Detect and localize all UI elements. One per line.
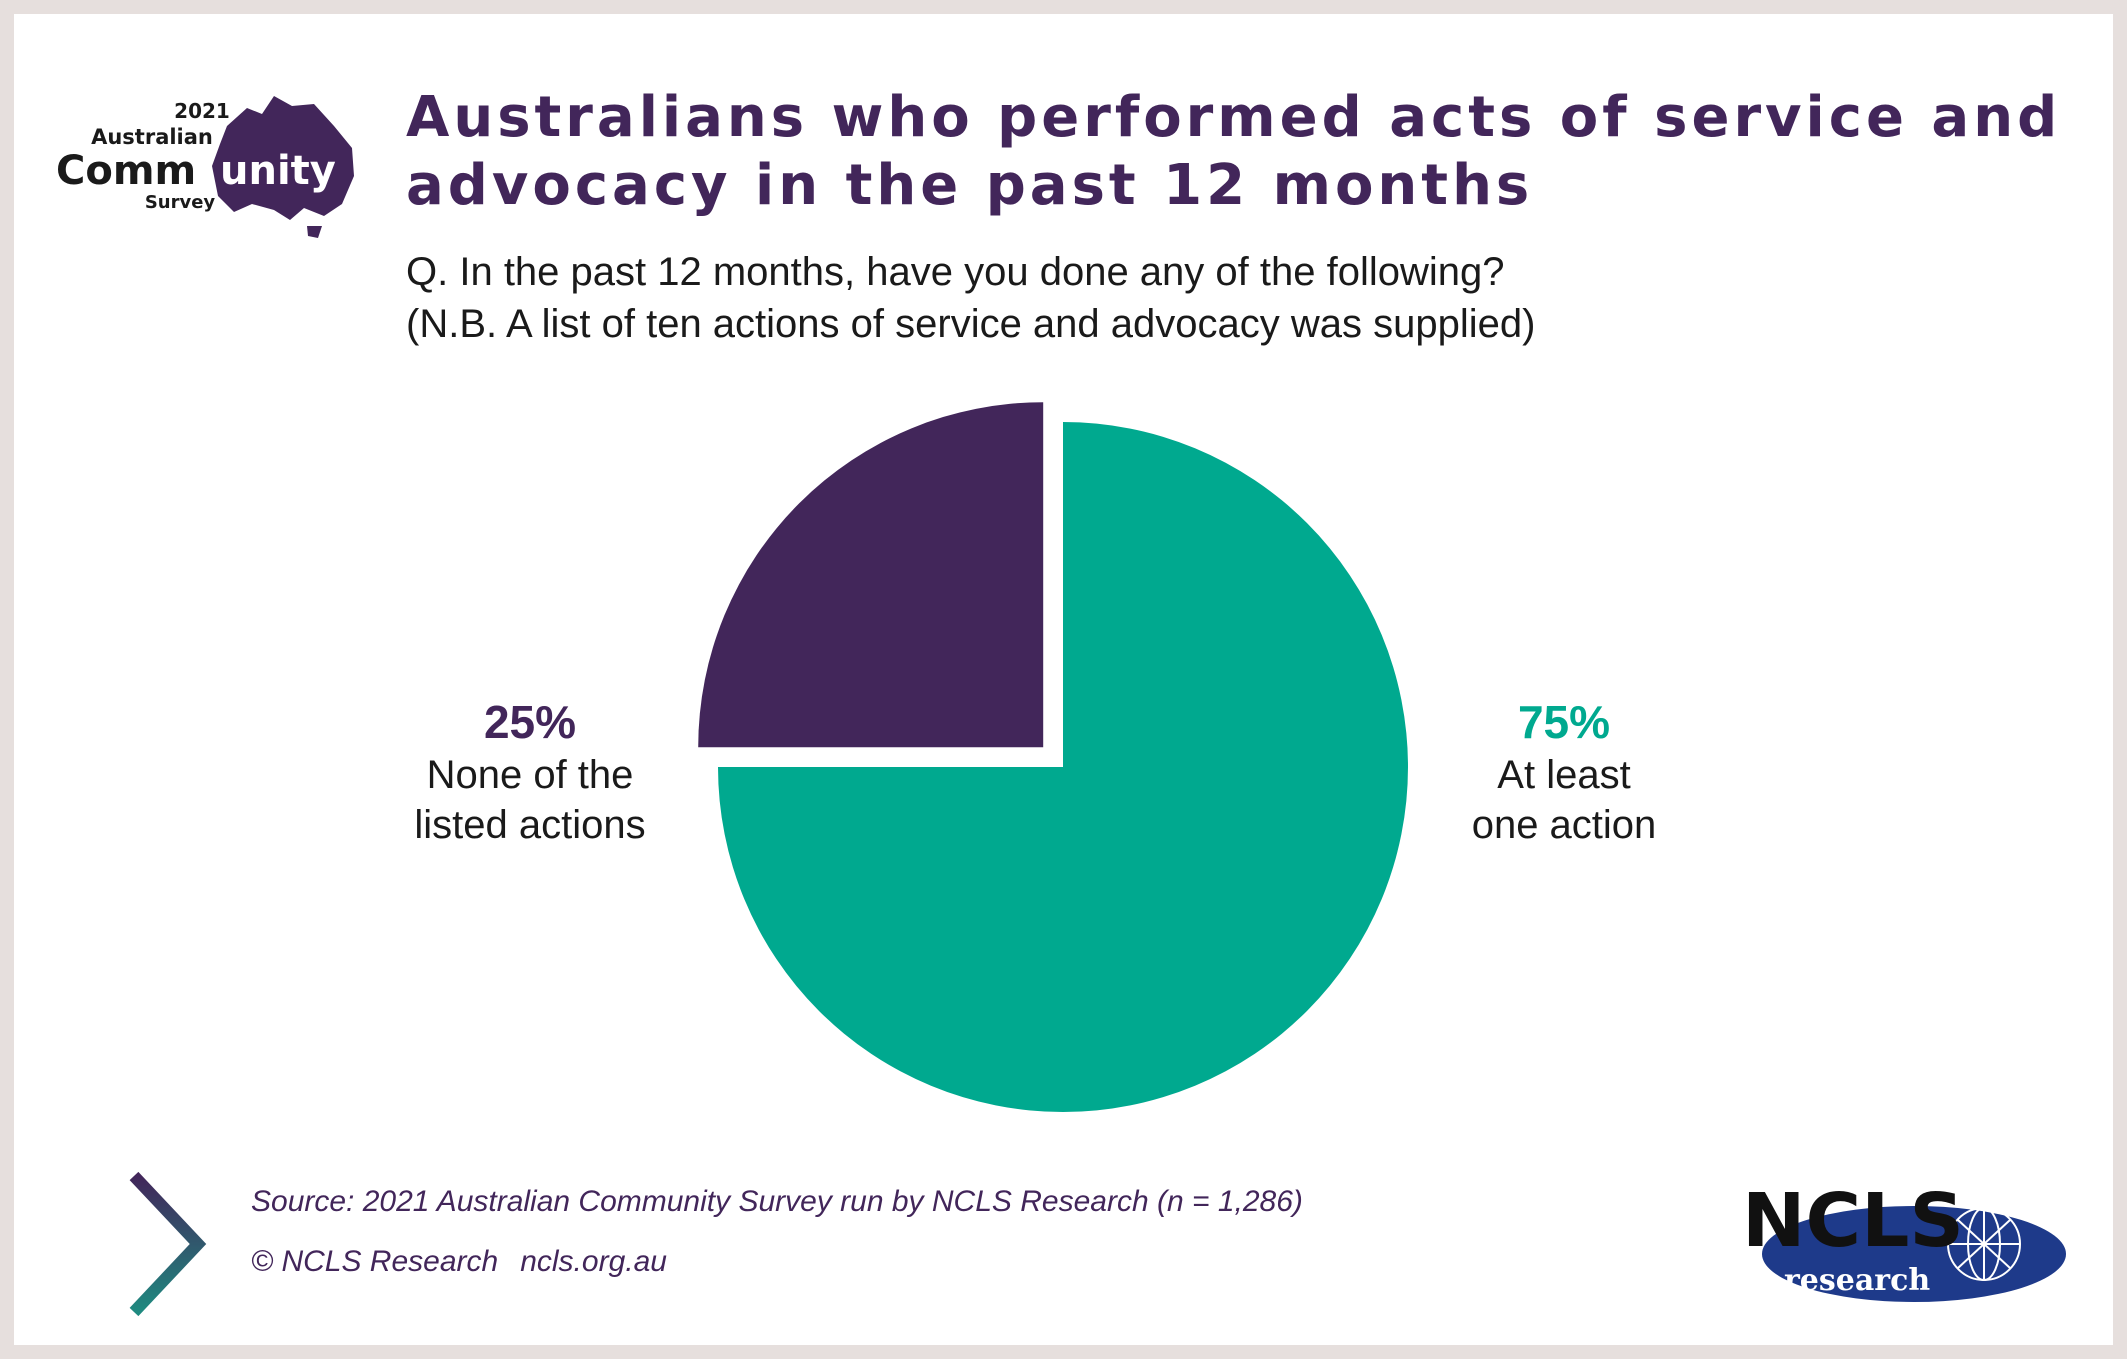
- australian-community-survey-logo: 2021 Australian Comm unity Survey: [56, 96, 354, 238]
- pie-slice-0: [698, 402, 1044, 748]
- chart-card: 2021 Australian Comm unity Survey Austra…: [14, 14, 2113, 1345]
- chart-title: Australians who performed acts of servic…: [406, 85, 2062, 218]
- copyright-text: © NCLS Research: [251, 1245, 499, 1278]
- pie-slice-1: [718, 422, 1408, 1112]
- svg-text:2021: 2021: [174, 99, 230, 123]
- svg-text:research: research: [1784, 1263, 1930, 1298]
- chevron-right-icon: [129, 1171, 207, 1317]
- globe-icon: [1947, 1207, 2021, 1281]
- svg-text:NCLS: NCLS: [1744, 1178, 1964, 1264]
- svg-text:Australian: Australian: [91, 125, 213, 149]
- slice-name-line: None of the: [426, 753, 634, 797]
- pie-chart: [698, 402, 1408, 1112]
- question-line: Q. In the past 12 months, have you done …: [406, 250, 1505, 294]
- ncls-research-logo: NCLS research: [1744, 1178, 2066, 1302]
- question-note: (N.B. A list of ten actions of service a…: [406, 302, 1536, 346]
- svg-text:Survey: Survey: [145, 192, 216, 213]
- slice-percent: 75%: [1517, 696, 1611, 748]
- svg-text:Comm: Comm: [56, 148, 196, 194]
- slice-label-action: 75% At least one action: [1404, 694, 1724, 850]
- source-note: Source: 2021 Australian Community Survey…: [251, 1185, 1303, 1218]
- slice-name-line: At least: [1497, 753, 1631, 797]
- slice-percent: 25%: [483, 696, 577, 748]
- copyright-line: © NCLS Research ncls.org.au: [251, 1242, 667, 1282]
- survey-question: Q. In the past 12 months, have you done …: [406, 246, 1806, 350]
- slice-name-line: one action: [1471, 803, 1657, 847]
- slice-label-none: 25% None of the listed actions: [370, 694, 690, 850]
- svg-text:unity: unity: [220, 148, 336, 194]
- slice-name-line: listed actions: [414, 803, 646, 847]
- website-link[interactable]: ncls.org.au: [520, 1245, 667, 1278]
